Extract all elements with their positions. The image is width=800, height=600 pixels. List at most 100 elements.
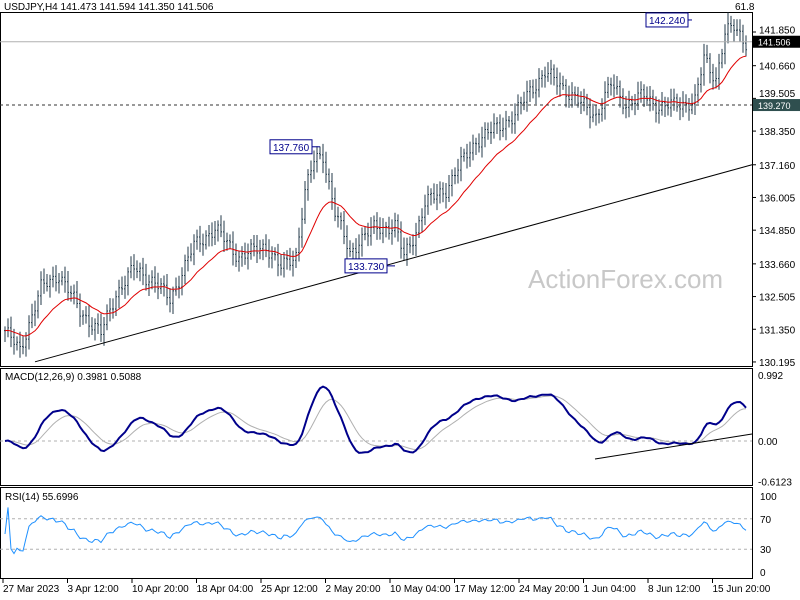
ohlc-bar [619, 80, 621, 108]
ohlc-bar [316, 146, 318, 173]
ohlc-bar [58, 272, 60, 294]
ohlc-bar [4, 326, 6, 342]
ohlc-bar [154, 266, 156, 293]
current-price-badge [753, 35, 800, 48]
ohlc-bar [244, 242, 246, 265]
ohlc-bar [742, 24, 744, 53]
ohlc-bar [409, 236, 411, 254]
ohlc-bar [415, 222, 417, 257]
ohlc-bar [37, 290, 39, 319]
ohlc-bar [457, 158, 459, 184]
ohlc-bar [643, 84, 645, 107]
ohlc-bar [481, 126, 483, 158]
ohlc-bar [553, 64, 555, 86]
ohlc-bar [46, 273, 48, 292]
ohlc-bar [538, 68, 540, 98]
ohlc-bar [337, 206, 339, 228]
y-tick-label: 131.350 [759, 325, 796, 336]
ohlc-bar [529, 80, 531, 103]
ohlc-bar [124, 275, 126, 299]
ohlc-bar [454, 167, 456, 185]
y-tick-label: 134.850 [759, 226, 796, 237]
x-tick-label: 2 May 20:00 [326, 584, 381, 595]
rsi-tick-label: 30 [760, 545, 772, 556]
ohlc-bar [493, 113, 495, 139]
ohlc-bar [265, 234, 267, 258]
ohlc-bar [589, 98, 591, 129]
ohlc-bar [679, 97, 681, 121]
ohlc-bar [367, 222, 369, 247]
ohlc-bar [205, 230, 207, 250]
ohlc-bar [562, 75, 564, 90]
ohlc-bar [547, 62, 549, 82]
x-tick-label: 10 May 04:00 [390, 584, 451, 595]
ohlc-bar [229, 234, 231, 250]
price-panel-frame [0, 12, 753, 367]
ohlc-bar [112, 298, 114, 319]
y-tick-label: 139.505 [759, 89, 796, 100]
annotation-label: 137.760 [273, 143, 310, 154]
ohlc-bar [484, 122, 486, 148]
ohlc-bar [667, 97, 669, 116]
ohlc-bar [67, 270, 69, 301]
y-tick-label: 140.660 [759, 62, 796, 73]
ohlc-bar [604, 81, 606, 120]
ohlc-bar [673, 88, 675, 111]
ohlc-bar [466, 143, 468, 169]
ohlc-bar [391, 219, 393, 245]
ohlc-bar [85, 306, 87, 324]
ohlc-bar [334, 187, 336, 222]
ohlc-bar [712, 63, 714, 90]
annotation-label: 142.240 [649, 16, 686, 27]
annotation-box [344, 258, 388, 274]
ohlc-bar [223, 220, 225, 252]
ohlc-bar [478, 133, 480, 153]
ohlc-bar [625, 96, 627, 119]
ohlc-bar [295, 247, 297, 269]
ohlc-bar [442, 182, 444, 203]
ohlc-bar [499, 114, 501, 141]
ohlc-bar [139, 262, 141, 282]
ohlc-bar [355, 238, 357, 262]
macd-title: MACD(12,26,9) 0.3981 0.5088 [5, 372, 142, 383]
y-tick-label: 132.505 [759, 293, 796, 304]
ohlc-bar [733, 19, 735, 42]
annotation-label: 133.730 [348, 262, 385, 273]
ohlc-bar [514, 103, 516, 134]
ohlc-bar [238, 250, 240, 272]
ohlc-bar [490, 121, 492, 144]
ohlc-bar [106, 304, 108, 331]
trendline [34, 164, 753, 363]
ohlc-bar [7, 318, 9, 338]
ohlc-bar [376, 212, 378, 240]
ohlc-bar [508, 115, 510, 128]
ohlc-bar [385, 221, 387, 238]
annotation-box [269, 139, 313, 155]
ohlc-bar [28, 315, 30, 350]
ohlc-bar [331, 173, 333, 210]
ohlc-bar [274, 247, 276, 261]
ohlc-bar [523, 91, 525, 111]
ohlc-bar [208, 224, 210, 247]
ohlc-bar [61, 271, 63, 286]
ohlc-bar [724, 24, 726, 65]
ohlc-bar [121, 276, 123, 295]
ohlc-bar [253, 234, 255, 257]
ohlc-bar [424, 194, 426, 226]
ohlc-bar [340, 212, 342, 230]
ohlc-bar [301, 207, 303, 248]
ohlc-bar [172, 286, 174, 315]
rsi-tick-label: 100 [760, 492, 777, 503]
ohlc-bar [34, 300, 36, 327]
ohlc-bar [703, 43, 705, 86]
ohlc-bar [475, 137, 477, 155]
ohlc-bar [361, 227, 363, 257]
ohlc-bar [19, 331, 21, 358]
ohlc-bar [631, 95, 633, 111]
ohlc-bar [700, 67, 702, 93]
ohlc-bar [634, 94, 636, 116]
ohlc-bar [373, 215, 375, 235]
ohlc-bar [526, 80, 528, 112]
y-tick-label: 137.160 [759, 161, 796, 172]
x-tick-label: 27 Mar 2023 [3, 584, 60, 595]
